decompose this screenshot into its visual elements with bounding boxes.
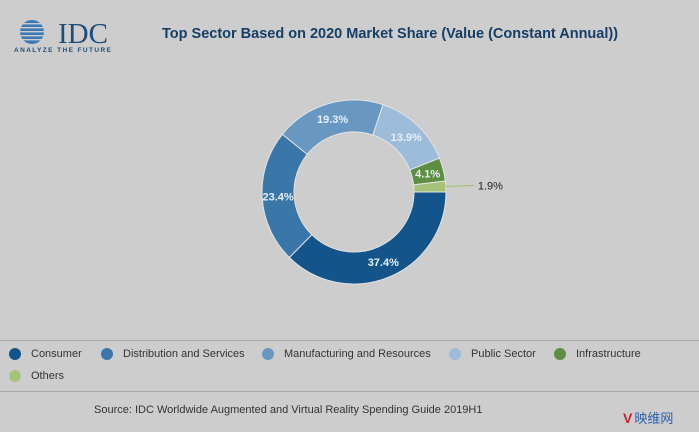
legend-item-distribution[interactable]: Distribution and Services — [101, 348, 245, 360]
legend-top-divider — [0, 340, 699, 341]
slice-consumer[interactable] — [288, 191, 447, 285]
data-label-distribution: 23.4% — [263, 191, 294, 203]
source-note: Source: IDC Worldwide Augmented and Virt… — [94, 404, 483, 416]
slice-others[interactable] — [413, 180, 447, 193]
legend-swatch — [449, 348, 461, 360]
slice-manufacturing[interactable] — [281, 99, 384, 156]
legend-item-public-sector[interactable]: Public Sector — [449, 348, 536, 360]
watermark-logo-icon: V — [623, 409, 633, 426]
legend-label: Others — [31, 370, 65, 382]
legend-item-others[interactable]: Others — [9, 370, 64, 382]
legend-swatch — [554, 348, 566, 360]
legend-label: Public Sector — [471, 348, 536, 360]
data-label-consumer: 37.4% — [368, 257, 399, 269]
chart-title: Top Sector Based on 2020 Market Share (V… — [162, 26, 619, 42]
globe-icon — [14, 20, 54, 44]
logo-text: IDC — [58, 18, 108, 50]
leader-line-others — [445, 184, 474, 188]
idc-logo: IDC — [14, 18, 108, 50]
legend-swatch — [9, 348, 21, 360]
legend-label: Distribution and Services — [123, 348, 245, 360]
watermark: V 映维网 — [623, 408, 673, 427]
legend-swatch — [9, 370, 21, 382]
legend-label: Infrastructure — [576, 348, 641, 360]
legend-swatch — [101, 348, 113, 360]
legend-label: Consumer — [31, 348, 82, 360]
legend-bottom-divider — [0, 391, 699, 392]
legend-label: Manufacturing and Resources — [284, 348, 431, 360]
legend-item-manufacturing[interactable]: Manufacturing and Resources — [262, 348, 431, 360]
logo-tagline: ANALYZE THE FUTURE — [14, 47, 113, 54]
donut-chart: 37.4% 23.4% 19.3% 13.9% 4.1% 1.9% — [261, 99, 503, 285]
data-label-others: 1.9% — [478, 181, 503, 193]
legend-swatch — [262, 348, 274, 360]
data-label-manufacturing: 19.3% — [317, 114, 348, 126]
data-label-infrastructure: 4.1% — [415, 168, 440, 180]
data-label-public-sector: 13.9% — [391, 132, 422, 144]
legend-item-consumer[interactable]: Consumer — [9, 348, 82, 360]
legend-item-infrastructure[interactable]: Infrastructure — [554, 348, 641, 360]
watermark-text: 映维网 — [634, 411, 674, 426]
